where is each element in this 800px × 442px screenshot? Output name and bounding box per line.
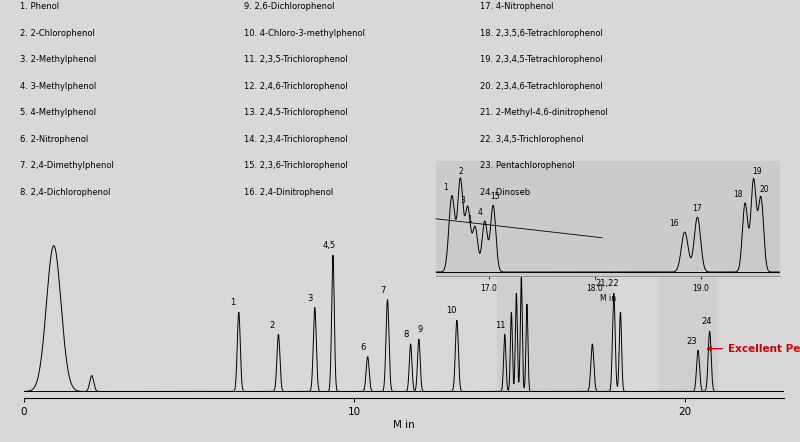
Text: 3. 2-Methylphenol: 3. 2-Methylphenol [20, 55, 96, 64]
Text: 11. 2,3,5-Trichlorophenol: 11. 2,3,5-Trichlorophenol [244, 55, 348, 64]
Text: 17. 4-Nitrophenol: 17. 4-Nitrophenol [480, 2, 554, 11]
Text: 13. 2,4,5-Trichlorophenol: 13. 2,4,5-Trichlorophenol [244, 108, 348, 117]
Text: 12. 2,4,6-Trichlorophenol: 12. 2,4,6-Trichlorophenol [244, 82, 348, 91]
Text: 19. 2,3,4,5-Tetrachlorophenol: 19. 2,3,4,5-Tetrachlorophenol [480, 55, 602, 64]
Text: 24. Dinoseb: 24. Dinoseb [480, 188, 530, 197]
Text: 23: 23 [686, 336, 697, 346]
Text: 14. 2,3,4-Trichlorophenol: 14. 2,3,4-Trichlorophenol [244, 135, 348, 144]
X-axis label: M in: M in [600, 294, 616, 303]
Text: 16. 2,4-Dinitrophenol: 16. 2,4-Dinitrophenol [244, 188, 334, 197]
Text: 18. 2,3,5,6-Tetrachlorophenol: 18. 2,3,5,6-Tetrachlorophenol [480, 29, 603, 38]
Text: 9. 2,6-Dichlorophenol: 9. 2,6-Dichlorophenol [244, 2, 334, 11]
Text: 21,22: 21,22 [595, 279, 619, 289]
Text: 1: 1 [230, 298, 235, 308]
Bar [658, 241, 718, 392]
Text: 24: 24 [702, 317, 712, 327]
Text: 19: 19 [752, 167, 762, 176]
Text: 5. 4-Methylphenol: 5. 4-Methylphenol [20, 108, 96, 117]
Text: 6: 6 [360, 343, 366, 352]
Text: 16: 16 [670, 219, 679, 228]
Text: 17: 17 [693, 204, 702, 213]
Text: 20. 2,3,4,6-Tetrachlorophenol: 20. 2,3,4,6-Tetrachlorophenol [480, 82, 602, 91]
Text: 8: 8 [403, 330, 409, 339]
Text: 2. 2-Chlorophenol: 2. 2-Chlorophenol [20, 29, 95, 38]
Text: 2: 2 [458, 167, 463, 176]
Text: 21. 2-Methyl-4,6-dinitrophenol: 21. 2-Methyl-4,6-dinitrophenol [480, 108, 608, 117]
Text: 1: 1 [444, 183, 449, 192]
Text: 4. 3-Methylphenol: 4. 3-Methylphenol [20, 82, 96, 91]
Text: 15. 2,3,6-Trichlorophenol: 15. 2,3,6-Trichlorophenol [244, 161, 348, 170]
Bar [497, 241, 612, 392]
Text: 10. 4-Chloro-3-methylphenol: 10. 4-Chloro-3-methylphenol [244, 29, 365, 38]
Text: 2: 2 [270, 320, 275, 330]
Text: 22. 3,4,5-Trichlorophenol: 22. 3,4,5-Trichlorophenol [480, 135, 584, 144]
Text: 11: 11 [495, 320, 506, 330]
Text: 4,5: 4,5 [323, 241, 336, 251]
X-axis label: M in: M in [393, 419, 415, 430]
Text: 3: 3 [461, 195, 466, 205]
Text: 6. 2-Nitrophenol: 6. 2-Nitrophenol [20, 135, 88, 144]
Text: 9: 9 [418, 325, 423, 335]
Text: Excellent Peak Shape: Excellent Peak Shape [707, 344, 800, 354]
Text: 23. Pentachlorophenol: 23. Pentachlorophenol [480, 161, 574, 170]
Text: 8. 2,4-Dichlorophenol: 8. 2,4-Dichlorophenol [20, 188, 110, 197]
Text: 1: 1 [467, 214, 472, 224]
Text: 20: 20 [759, 185, 769, 194]
Text: 10: 10 [446, 306, 456, 316]
Text: 18: 18 [733, 191, 742, 199]
Text: 1. Phenol: 1. Phenol [20, 2, 59, 11]
Text: 15: 15 [490, 192, 500, 202]
Text: 7: 7 [380, 286, 386, 295]
Text: 4: 4 [478, 208, 482, 217]
Text: 3: 3 [307, 294, 313, 303]
Text: 7. 2,4-Dimethylphenol: 7. 2,4-Dimethylphenol [20, 161, 114, 170]
